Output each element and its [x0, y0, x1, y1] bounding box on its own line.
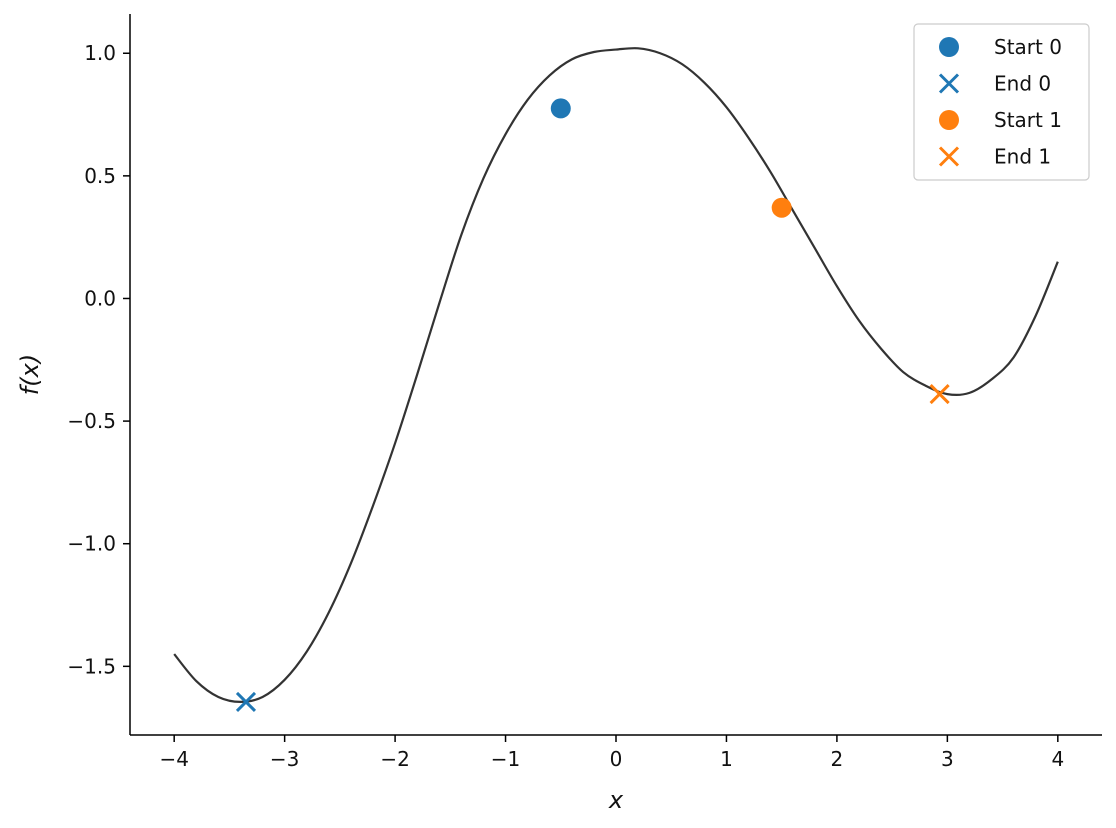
legend-marker	[938, 73, 960, 94]
legend-label: Start 0	[994, 35, 1062, 59]
y-tick-label: −1.0	[67, 532, 116, 556]
legend-marker	[939, 37, 959, 57]
x-axis-label: x	[608, 786, 624, 814]
y-tick-label: 0.5	[84, 164, 116, 188]
legend-label: Start 1	[994, 108, 1062, 132]
legend: Start 0 End 0 Start 1 End 1	[913, 23, 1090, 181]
x-tick-label: 3	[941, 747, 954, 771]
y-tick-label: 0.0	[84, 286, 116, 310]
function-curve	[173, 47, 1059, 703]
legend-box	[913, 23, 1090, 181]
x-tick-label: 2	[831, 747, 844, 771]
axes: −4 −3 −2 −1 0 1 2 3 4 −1.5 −1.0 −0.5 0.0 0.5 1.0	[67, 14, 1102, 771]
marker-end-1	[929, 384, 950, 405]
x-tick-label: 1	[720, 747, 733, 771]
x-tick-label: −1	[491, 747, 520, 771]
y-axis-label: f(x)	[16, 354, 44, 395]
legend-marker	[939, 110, 959, 130]
marker-end-1-stroke	[929, 384, 950, 405]
marker-end-0-stroke	[235, 691, 257, 712]
x-tick-label: 0	[610, 747, 623, 771]
x-tick-label: −4	[159, 747, 188, 771]
marker-end-0	[235, 691, 257, 712]
legend-marker	[938, 146, 960, 167]
x-tick-label: 4	[1051, 747, 1064, 771]
y-tick-label: 1.0	[84, 41, 116, 65]
y-tick-label: −0.5	[67, 409, 116, 433]
legend-label: End 0	[994, 72, 1051, 96]
y-tick-label: −1.5	[67, 654, 116, 678]
marker-start-1	[771, 197, 792, 218]
x-tick-label: −2	[380, 747, 409, 771]
legend-marker-stroke	[938, 73, 960, 94]
marker-layer	[235, 98, 950, 712]
legend-marker-stroke	[938, 146, 960, 167]
curve-layer	[173, 47, 1059, 703]
marker-start-0	[550, 98, 571, 119]
x-tick-label: −3	[270, 747, 299, 771]
legend-label: End 1	[994, 145, 1051, 169]
